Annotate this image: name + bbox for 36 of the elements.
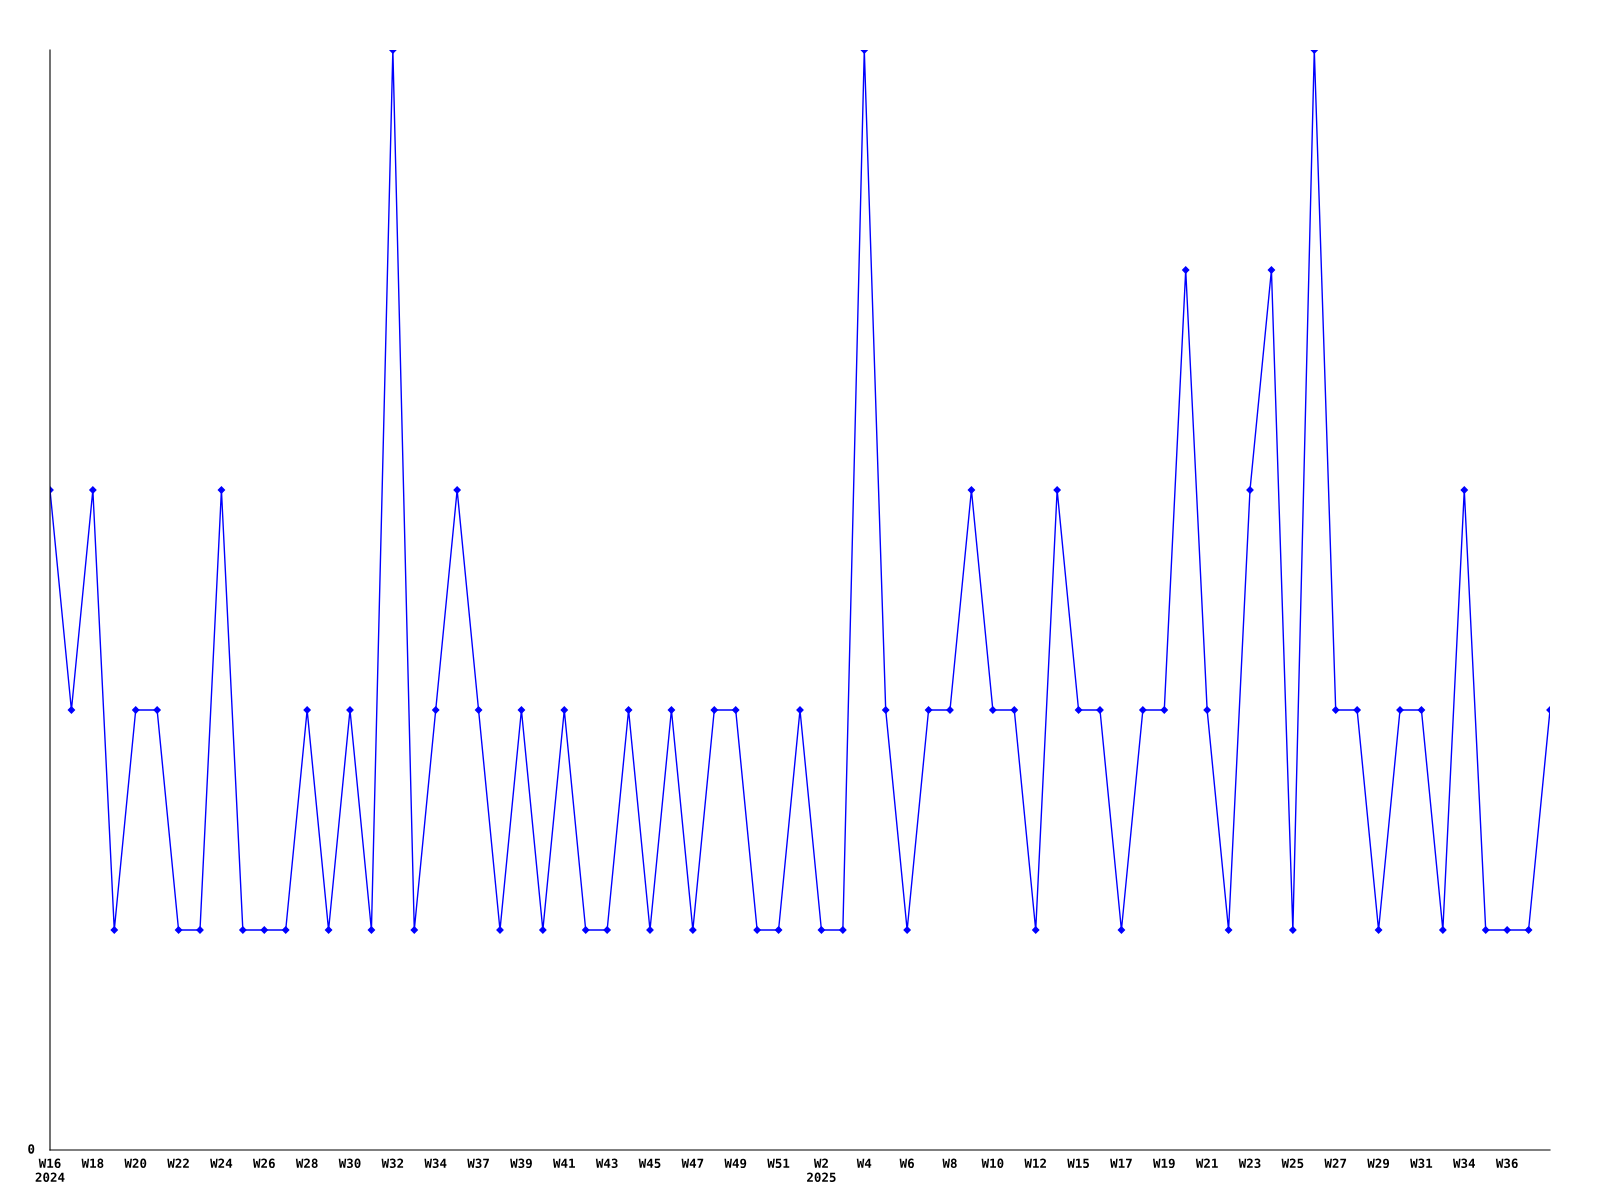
x-tick-label: W26 [253, 1158, 275, 1169]
x-tick-label: W39 [510, 1158, 532, 1169]
x-tick-label: W15 [1067, 1158, 1090, 1169]
x-tick-label: W2 2025 [807, 1158, 836, 1183]
x-tick-label: W17 [1110, 1158, 1132, 1168]
x-tick-label: W28 [295, 1158, 318, 1169]
x-tick-label: W29 [1367, 1158, 1390, 1169]
x-tick-label: W41 [553, 1158, 575, 1168]
x-tick-label: W27 [1324, 1158, 1347, 1168]
x-tick-label: W49 [724, 1158, 747, 1169]
x-tick-label: W45 [638, 1158, 661, 1169]
x-tick-label: W23 [1238, 1158, 1261, 1169]
x-tick-label: W20 [124, 1158, 147, 1169]
x-tick-label: W4 [856, 1158, 872, 1168]
x-tick-label: W43 [595, 1158, 618, 1169]
x-tick-label: W34 [1453, 1158, 1476, 1169]
x-tick-label: W18 [81, 1158, 104, 1169]
x-tick-label: W19 [1153, 1158, 1175, 1169]
x-tick-label: W24 [210, 1158, 233, 1168]
x-tick-label: W30 [338, 1158, 361, 1169]
x-tick-label: W22 [167, 1158, 189, 1168]
x-tick-label: W16 2024 [35, 1158, 65, 1183]
x-tick-label: W10 [981, 1158, 1004, 1169]
x-tick-label: W51 [767, 1158, 790, 1169]
x-tick-label: W36 [1495, 1158, 1518, 1169]
x-tick-label: W31 [1410, 1158, 1433, 1169]
text: 0 [28, 1144, 35, 1154]
x-tick-label: W32 [381, 1158, 404, 1169]
x-tick-label: W8 [942, 1158, 957, 1169]
x-tick-label: W34 [424, 1158, 447, 1169]
x-tick-label: W37 [467, 1158, 489, 1169]
x-tick-label: W12 [1024, 1158, 1046, 1168]
x-tick-label: W6 [899, 1158, 914, 1169]
x-tick-label: W25 [1281, 1158, 1304, 1169]
x-tick-label: W47 [681, 1158, 704, 1168]
x-tick-label: W21 [1195, 1158, 1218, 1168]
